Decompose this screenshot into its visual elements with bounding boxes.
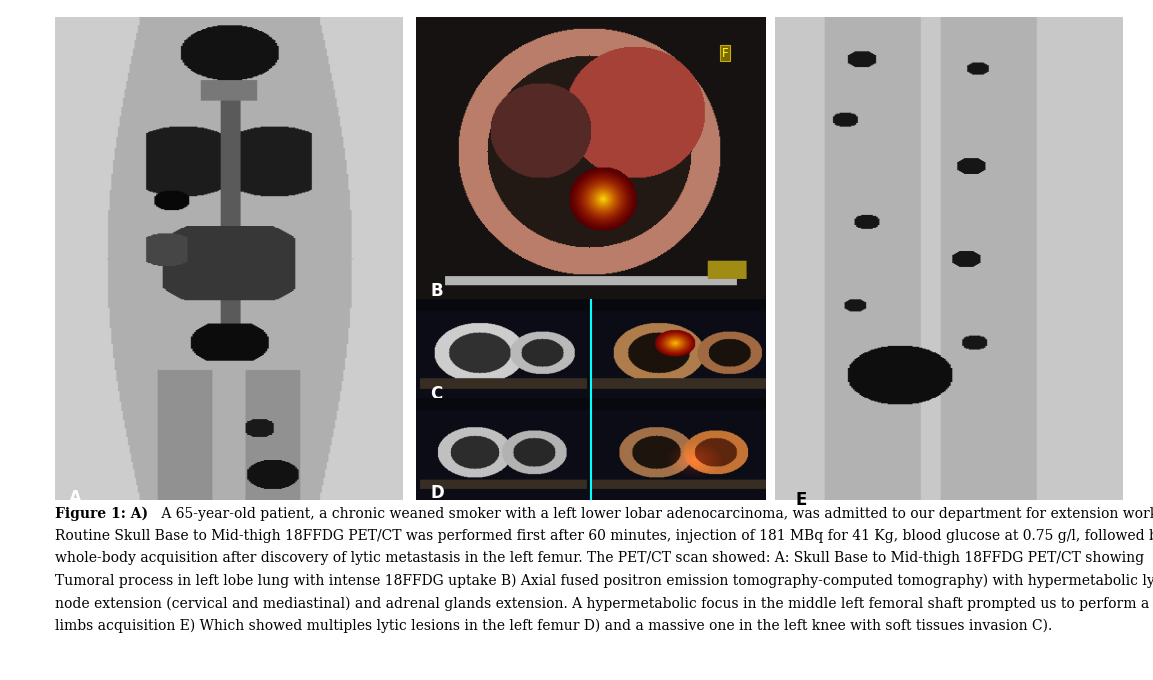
Text: C: C bbox=[430, 385, 443, 403]
Text: A: A bbox=[69, 489, 82, 507]
Text: Tumoral process in left lobe lung with intense 18FFDG uptake B) Axial fused posi: Tumoral process in left lobe lung with i… bbox=[55, 574, 1153, 588]
Text: limbs acquisition E) Which showed multiples lytic lesions in the left femur D) a: limbs acquisition E) Which showed multip… bbox=[55, 619, 1053, 633]
Text: D: D bbox=[430, 483, 444, 502]
Text: node extension (cervical and mediastinal) and adrenal glands extension. A hyperm: node extension (cervical and mediastinal… bbox=[55, 596, 1153, 611]
Text: whole-body acquisition after discovery of lytic metastasis in the left femur. Th: whole-body acquisition after discovery o… bbox=[55, 551, 1145, 566]
Text: Figure 1: A): Figure 1: A) bbox=[55, 507, 149, 521]
Text: B: B bbox=[430, 282, 443, 301]
Text: Routine Skull Base to Mid-thigh 18FFDG PET/CT was performed first after 60 minut: Routine Skull Base to Mid-thigh 18FFDG P… bbox=[55, 529, 1153, 543]
Text: E: E bbox=[796, 491, 807, 509]
Text: F: F bbox=[722, 47, 729, 60]
Text: A 65-year-old patient, a chronic weaned smoker with a left lower lobar adenocarc: A 65-year-old patient, a chronic weaned … bbox=[157, 507, 1153, 521]
